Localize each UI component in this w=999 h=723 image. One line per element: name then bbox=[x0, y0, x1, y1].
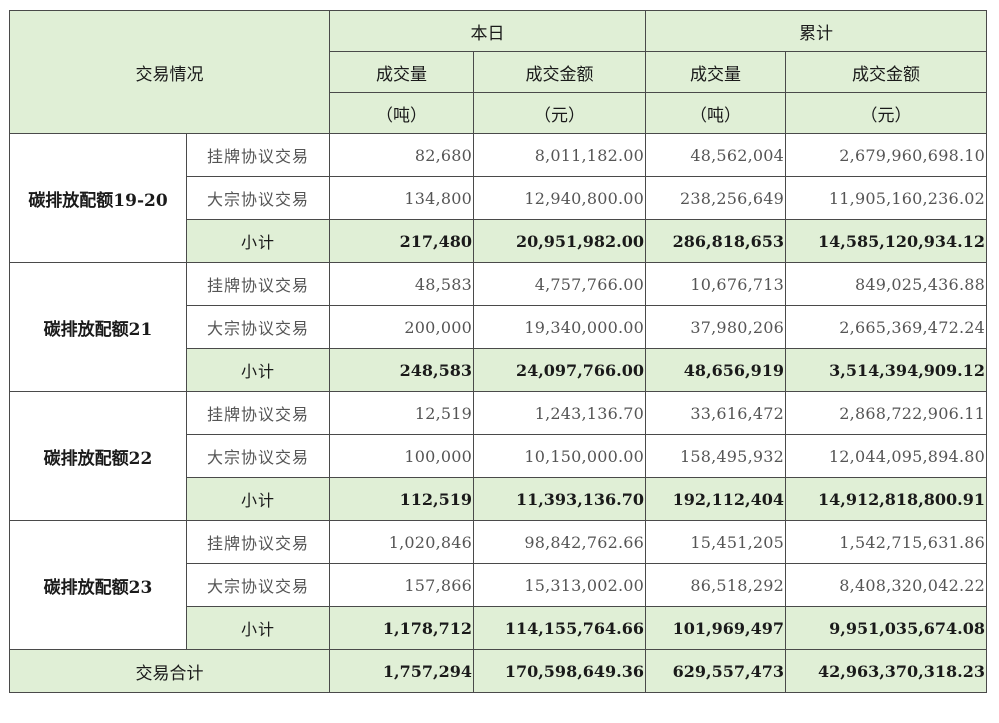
today-amount-cell: 8,011,182.00 bbox=[473, 133, 646, 177]
today-volume-cell: 1,020,846 bbox=[329, 520, 474, 564]
today-amount-header: 成交金额 bbox=[473, 51, 646, 93]
trade-info-header: 交易情况 bbox=[9, 10, 330, 134]
cumulative-volume-cell: 10,676,713 bbox=[645, 262, 786, 306]
today-amount-cell: 1,243,136.70 bbox=[473, 391, 646, 435]
product-group-label: 碳排放配额19-20 bbox=[9, 133, 187, 263]
cumulative-volume-cell: 48,562,004 bbox=[645, 133, 786, 177]
cumulative-amount-cell: 8,408,320,042.22 bbox=[785, 563, 987, 607]
today-volume-header: 成交量 bbox=[329, 51, 474, 93]
header-row-3: （吨） （元） （吨） （元） bbox=[10, 92, 987, 134]
grand-total-label: 交易合计 bbox=[9, 649, 330, 693]
table-body: 碳排放配额19-20 挂牌协议交易 82,680 8,011,182.00 48,562… bbox=[9, 133, 987, 650]
cumulative-volume-cell: 37,980,206 bbox=[645, 305, 786, 349]
today-volume-cell: 134,800 bbox=[329, 176, 474, 220]
today-amount-cell: 4,757,766.00 bbox=[473, 262, 646, 306]
trade-type-cell: 小计 bbox=[186, 606, 330, 650]
trade-table-wrapper: 交易情况 本日 累计 成交量 成交金额 成交量 成交金额 （吨） （元） （吨）… bbox=[9, 10, 987, 693]
today-volume-cell: 100,000 bbox=[329, 434, 474, 478]
today-amount-cell: 24,097,766.00 bbox=[473, 348, 646, 392]
today-header: 本日 bbox=[329, 10, 646, 52]
today-volume-cell: 217,480 bbox=[329, 219, 474, 263]
trade-type-cell: 大宗协议交易 bbox=[186, 305, 330, 349]
trade-type-cell: 小计 bbox=[186, 477, 330, 521]
table-row: 大宗协议交易 200,000 19,340,000.00 37,980,206 2,66… bbox=[10, 305, 987, 349]
cumulative-header: 累计 bbox=[645, 10, 987, 52]
today-amount-cell: 12,940,800.00 bbox=[473, 176, 646, 220]
table-row: 碳排放配额23 挂牌协议交易 1,020,846 98,842,762.66 15,45… bbox=[9, 520, 987, 650]
today-amount-cell: 10,150,000.00 bbox=[473, 434, 646, 478]
cumulative-amount-cell: 849,025,436.88 bbox=[785, 262, 987, 306]
cumulative-amount-cell: 14,585,120,934.12 bbox=[785, 219, 987, 263]
today-amount-cell: 19,340,000.00 bbox=[473, 305, 646, 349]
cumulative-volume-cell: 158,495,932 bbox=[645, 434, 786, 478]
table-row: 碳排放配额22 挂牌协议交易 12,519 1,243,136.70 33,616,47… bbox=[9, 391, 987, 521]
today-amount-cell: 20,951,982.00 bbox=[473, 219, 646, 263]
cumulative-amount-cell: 14,912,818,800.91 bbox=[785, 477, 987, 521]
grand-total-cumulative-volume: 629,557,473 bbox=[645, 649, 786, 693]
product-group-label: 碳排放配额23 bbox=[9, 520, 187, 650]
cumulative-amount-unit: （元） bbox=[785, 92, 987, 134]
cumulative-amount-cell: 11,905,160,236.02 bbox=[785, 176, 987, 220]
cumulative-volume-unit: （吨） bbox=[645, 92, 786, 134]
cumulative-amount-cell: 2,665,369,472.24 bbox=[785, 305, 987, 349]
today-volume-cell: 112,519 bbox=[329, 477, 474, 521]
cumulative-volume-cell: 286,818,653 bbox=[645, 219, 786, 263]
cumulative-amount-cell: 2,679,960,698.10 bbox=[785, 133, 987, 177]
today-volume-cell: 248,583 bbox=[329, 348, 474, 392]
today-volume-cell: 82,680 bbox=[329, 133, 474, 177]
cumulative-volume-cell: 33,616,472 bbox=[645, 391, 786, 435]
today-amount-cell: 98,842,762.66 bbox=[473, 520, 646, 564]
cumulative-amount-cell: 1,542,715,631.86 bbox=[785, 520, 987, 564]
cumulative-volume-cell: 86,518,292 bbox=[645, 563, 786, 607]
trade-type-cell: 大宗协议交易 bbox=[186, 563, 330, 607]
trade-type-cell: 小计 bbox=[186, 219, 330, 263]
today-volume-cell: 48,583 bbox=[329, 262, 474, 306]
table-row: 大宗协议交易 134,800 12,940,800.00 238,256,649 11,… bbox=[10, 176, 987, 220]
trade-type-cell: 大宗协议交易 bbox=[186, 434, 330, 478]
today-volume-cell: 200,000 bbox=[329, 305, 474, 349]
cumulative-volume-cell: 101,969,497 bbox=[645, 606, 786, 650]
today-volume-cell: 12,519 bbox=[329, 391, 474, 435]
cumulative-volume-cell: 238,256,649 bbox=[645, 176, 786, 220]
cumulative-volume-cell: 48,656,919 bbox=[645, 348, 786, 392]
cumulative-amount-cell: 12,044,095,894.80 bbox=[785, 434, 987, 478]
trade-type-cell: 挂牌协议交易 bbox=[186, 520, 330, 564]
today-amount-unit: （元） bbox=[473, 92, 646, 134]
cumulative-amount-cell: 2,868,722,906.11 bbox=[785, 391, 987, 435]
table-row: 碳排放配额21 挂牌协议交易 48,583 4,757,766.00 10,676,71… bbox=[9, 262, 987, 392]
cumulative-volume-cell: 15,451,205 bbox=[645, 520, 786, 564]
cumulative-amount-cell: 9,951,035,674.08 bbox=[785, 606, 987, 650]
trade-summary-table: 交易情况 本日 累计 成交量 成交金额 成交量 成交金额 （吨） （元） （吨）… bbox=[9, 10, 987, 693]
today-volume-cell: 1,178,712 bbox=[329, 606, 474, 650]
today-amount-cell: 15,313,002.00 bbox=[473, 563, 646, 607]
trade-type-cell: 挂牌协议交易 bbox=[186, 391, 330, 435]
header-row-1: 交易情况 本日 累计 bbox=[9, 10, 987, 134]
today-volume-unit: （吨） bbox=[329, 92, 474, 134]
cumulative-amount-cell: 3,514,394,909.12 bbox=[785, 348, 987, 392]
product-group-label: 碳排放配额21 bbox=[9, 262, 187, 392]
product-group-label: 碳排放配额22 bbox=[9, 391, 187, 521]
cumulative-volume-header: 成交量 bbox=[645, 51, 786, 93]
today-volume-cell: 157,866 bbox=[329, 563, 474, 607]
grand-total-cumulative-amount: 42,963,370,318.23 bbox=[785, 649, 987, 693]
grand-total-row: 交易合计 1,757,294 170,598,649.36 629,557,47… bbox=[9, 649, 987, 693]
today-amount-cell: 114,155,764.66 bbox=[473, 606, 646, 650]
header-row-2: 成交量 成交金额 成交量 成交金额 bbox=[10, 51, 987, 93]
trade-type-cell: 小计 bbox=[186, 348, 330, 392]
today-amount-cell: 11,393,136.70 bbox=[473, 477, 646, 521]
cumulative-volume-cell: 192,112,404 bbox=[645, 477, 786, 521]
trade-type-cell: 挂牌协议交易 bbox=[186, 262, 330, 306]
table-row: 碳排放配额19-20 挂牌协议交易 82,680 8,011,182.00 48,562… bbox=[9, 133, 987, 263]
cumulative-amount-header: 成交金额 bbox=[785, 51, 987, 93]
grand-total-today-volume: 1,757,294 bbox=[329, 649, 474, 693]
trade-type-cell: 挂牌协议交易 bbox=[186, 133, 330, 177]
trade-type-cell: 大宗协议交易 bbox=[186, 176, 330, 220]
grand-total-today-amount: 170,598,649.36 bbox=[473, 649, 646, 693]
